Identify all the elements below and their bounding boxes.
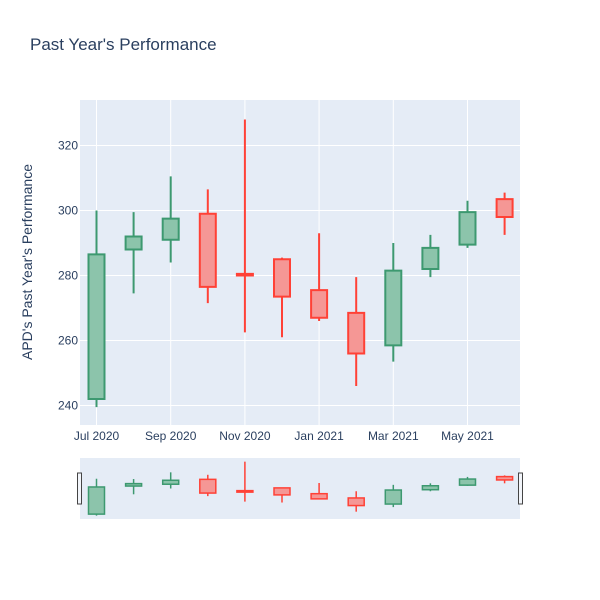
candle-body	[124, 235, 143, 251]
x-tick-label: Mar 2021	[368, 429, 419, 443]
mini-candle-body	[161, 479, 180, 485]
y-tick-label: 260	[58, 334, 78, 348]
chart-title: Past Year's Performance	[30, 35, 217, 54]
mini-candle-body	[236, 489, 254, 493]
x-tick-label: Jan 2021	[294, 429, 344, 443]
x-axis-ticks: Jul 2020 Sep 2020 Nov 2020 Jan 2021 Mar 2021…	[74, 429, 494, 443]
candles[interactable]	[87, 119, 514, 408]
range-slider-track[interactable]	[80, 458, 520, 519]
plot-area	[80, 100, 520, 425]
mini-candle-body	[273, 487, 291, 496]
y-axis-ticks: 240 260 280 300 320	[58, 139, 78, 413]
mini-candle-body	[495, 475, 514, 481]
x-tick-label: May 2021	[441, 429, 494, 443]
candle-body	[235, 272, 254, 277]
y-tick-label: 320	[58, 139, 78, 153]
candle-body	[458, 211, 477, 246]
mini-candle-body	[347, 497, 365, 507]
mini-candle-body	[421, 485, 440, 491]
candle-body	[384, 269, 403, 347]
candle-body	[310, 289, 329, 319]
y-tick-label: 240	[58, 399, 78, 413]
y-axis-label: APD's Past Year's Performance	[19, 164, 35, 360]
mini-candle-body	[384, 489, 403, 505]
x-tick-label: Jul 2020	[74, 429, 120, 443]
range-slider-preview	[87, 461, 514, 516]
y-tick-label: 280	[58, 269, 78, 283]
mini-candle-body	[199, 478, 217, 494]
candle-body	[347, 311, 366, 355]
candle-body	[273, 258, 291, 298]
mini-candle-body	[458, 478, 477, 486]
mini-candle-body	[124, 482, 143, 487]
candle-body	[198, 212, 217, 288]
range-slider-handle-right[interactable]	[518, 472, 523, 505]
x-tick-label: Nov 2020	[219, 429, 271, 443]
candle-body	[161, 217, 180, 241]
y-tick-label: 300	[58, 204, 78, 218]
x-tick-label: Sep 2020	[145, 429, 197, 443]
candle-body	[421, 246, 440, 270]
candle-body	[495, 198, 514, 218]
mini-candle-body	[310, 492, 328, 500]
candle-body	[87, 253, 106, 400]
mini-candle-body	[87, 486, 106, 515]
range-slider-handle-left[interactable]	[77, 472, 82, 505]
